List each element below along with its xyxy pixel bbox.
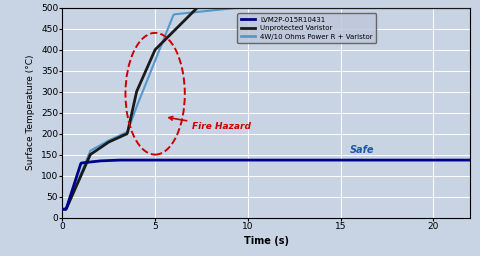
Text: Safe: Safe bbox=[350, 145, 374, 155]
X-axis label: Time (s): Time (s) bbox=[244, 236, 289, 246]
Legend: LVM2P-015R10431, Unprotected Varistor, 4W/10 Ohms Power R + Varistor: LVM2P-015R10431, Unprotected Varistor, 4… bbox=[237, 13, 376, 43]
Y-axis label: Surface Temperature (°C): Surface Temperature (°C) bbox=[26, 55, 36, 170]
Text: Fire Hazard: Fire Hazard bbox=[169, 116, 251, 131]
